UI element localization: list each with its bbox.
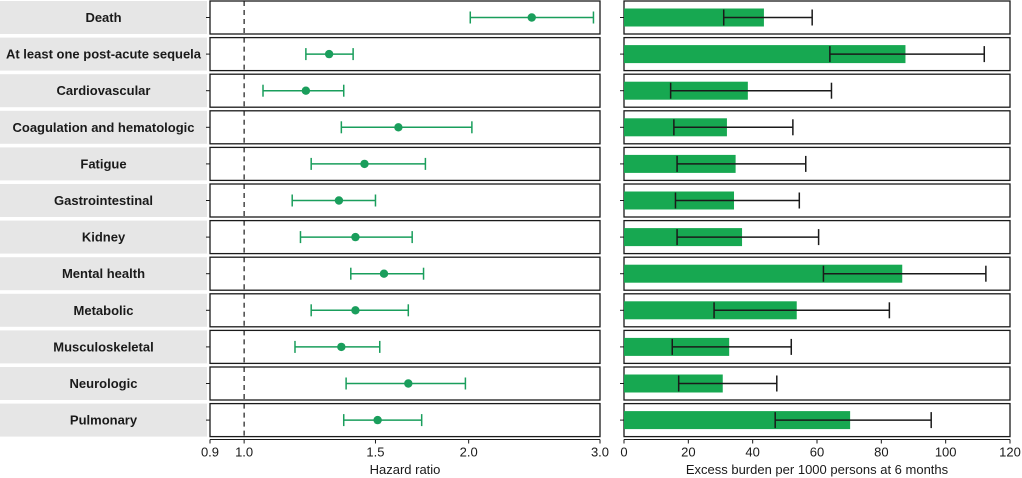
category-strip — [0, 110, 207, 144]
burden-bar — [624, 374, 723, 393]
hr-point — [337, 342, 346, 352]
hr-point — [334, 196, 344, 205]
burden-x-tick-label: 20 — [681, 445, 695, 460]
burden-x-tick-label: 40 — [745, 445, 759, 460]
hr-point — [360, 159, 369, 169]
category-label: Pulmonary — [70, 413, 138, 428]
category-strip — [0, 37, 207, 71]
category-label: Fatigue — [80, 156, 126, 171]
category-strip — [0, 257, 207, 291]
category-label: Neurologic — [70, 376, 138, 391]
category-strip — [0, 367, 207, 400]
burden-x-tick-label: 100 — [935, 445, 957, 460]
hr-point — [324, 49, 334, 59]
hr-point — [351, 232, 360, 242]
category-strip — [0, 1, 207, 34]
category-strip — [0, 293, 207, 327]
category-strip — [0, 330, 207, 364]
category-strip — [0, 220, 207, 254]
hr-point — [404, 379, 413, 388]
category-strip — [0, 147, 207, 181]
hr-x-tick-label: 0.9 — [201, 445, 219, 460]
category-label: Mental health — [62, 266, 145, 281]
hr-point — [527, 13, 536, 22]
category-strip — [0, 184, 207, 217]
burden-bar — [624, 411, 851, 430]
burden-x-axis-title: Excess burden per 1000 persons at 6 mont… — [686, 462, 949, 477]
category-label: At least one post-acute sequela — [6, 47, 202, 62]
burden-bar — [624, 264, 903, 283]
burden-x-tick-label: 120 — [999, 445, 1021, 460]
hr-x-tick-label: 3.0 — [591, 445, 609, 460]
category-label: Kidney — [82, 230, 126, 245]
category-strip — [0, 403, 207, 437]
category-label: Gastrointestinal — [54, 193, 153, 208]
hr-x-axis-title: Hazard ratio — [370, 462, 441, 477]
hr-x-tick-label: 2.0 — [460, 445, 478, 460]
hr-panel — [209, 183, 601, 218]
category-label: Death — [85, 10, 121, 25]
burden-bar — [624, 301, 797, 320]
category-label: Cardiovascular — [57, 83, 151, 98]
hr-panel — [209, 329, 601, 365]
burden-bar — [624, 8, 764, 27]
burden-x-tick-label: 0 — [620, 445, 627, 460]
burden-x-tick-label: 60 — [810, 445, 824, 460]
hr-panel — [209, 36, 601, 72]
category-label: Musculoskeletal — [53, 339, 153, 354]
category-label: Coagulation and hematologic — [12, 120, 194, 135]
hr-panel — [209, 256, 601, 291]
hr-point — [379, 269, 389, 278]
hr-x-tick-label: 1.0 — [235, 445, 253, 460]
category-label: Metabolic — [74, 303, 134, 318]
hr-x-tick-label: 1.5 — [366, 445, 384, 460]
burden-bar — [624, 45, 906, 64]
hr-point — [351, 306, 360, 315]
category-strip — [0, 74, 207, 108]
hr-point — [301, 86, 311, 95]
hr-point — [394, 123, 403, 132]
hr-point — [373, 415, 382, 425]
burden-x-tick-label: 80 — [874, 445, 888, 460]
